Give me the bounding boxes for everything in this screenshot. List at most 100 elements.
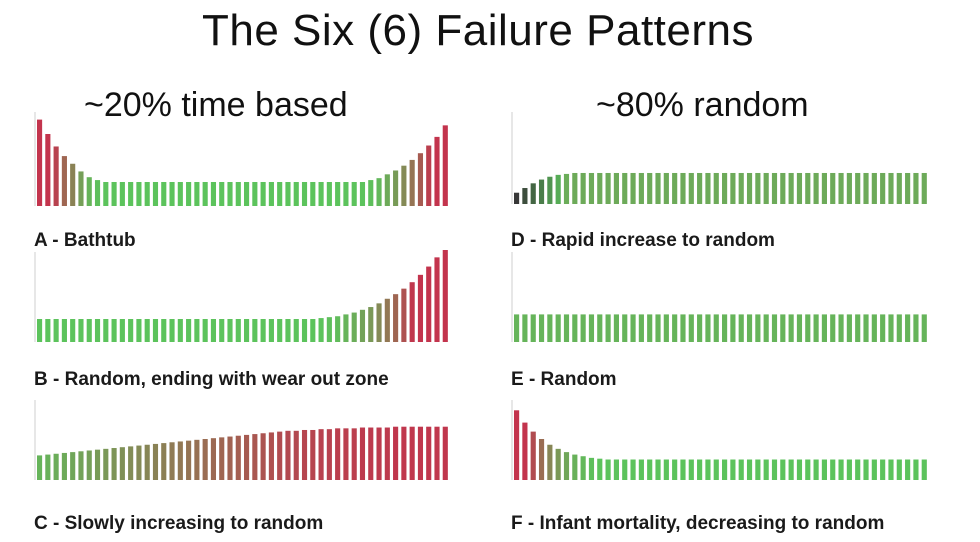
pattern-d-bar xyxy=(722,172,728,204)
pattern-d-bar xyxy=(663,172,669,204)
pattern-f-bar xyxy=(830,459,836,480)
pattern-f-caption: F - Infant mortality, decreasing to rand… xyxy=(511,513,885,534)
pattern-f-bar xyxy=(771,459,778,480)
pattern-c-bar xyxy=(252,434,258,480)
pattern-b-bar xyxy=(285,319,291,342)
pattern-e-bar xyxy=(888,314,894,342)
pattern-e-bar xyxy=(871,314,877,342)
pattern-f-bar xyxy=(921,459,927,480)
pattern-e-bar xyxy=(680,314,686,342)
pattern-b-bar xyxy=(103,319,109,342)
pattern-b-bar xyxy=(219,319,225,342)
pattern-f-bar xyxy=(580,456,586,480)
pattern-d-bar xyxy=(514,192,520,204)
pattern-b-bar xyxy=(301,319,308,342)
pattern-a-bar xyxy=(277,182,283,206)
pattern-c-bar xyxy=(161,443,167,480)
pattern-f-bar xyxy=(530,431,536,480)
pattern-b-bar xyxy=(128,319,134,342)
pattern-f-bar xyxy=(805,459,811,480)
pattern-f-bar xyxy=(555,448,561,480)
pattern-a-bar xyxy=(310,182,316,206)
pattern-a-bar xyxy=(335,182,341,206)
pattern-d-bar xyxy=(555,174,561,204)
pattern-d-bar xyxy=(746,172,753,204)
pattern-b-bar xyxy=(53,319,59,342)
pattern-d-bar xyxy=(788,172,794,204)
pattern-b-bar xyxy=(177,319,183,342)
pattern-a-chart xyxy=(34,112,448,206)
pattern-e-bar xyxy=(805,314,811,342)
pattern-c-bar xyxy=(128,446,134,480)
pattern-b-bar xyxy=(119,319,125,342)
pattern-f-bar xyxy=(613,459,619,480)
pattern-c-bar xyxy=(326,429,332,480)
pattern-a-bar xyxy=(401,165,407,206)
pattern-f-bar xyxy=(913,459,919,480)
pattern-e-bar xyxy=(638,314,644,342)
pattern-d-bar xyxy=(605,172,611,204)
pattern-a-bar xyxy=(136,182,142,206)
pattern-b-bar xyxy=(194,319,200,342)
pattern-a-bar xyxy=(186,182,192,206)
pattern-c-bar xyxy=(244,434,250,480)
pattern-b-bar xyxy=(70,319,76,342)
pattern-d-bar xyxy=(680,172,686,204)
pattern-c-bar xyxy=(111,448,117,480)
pattern-a-bar xyxy=(384,174,390,206)
pattern-d-bar xyxy=(613,172,619,204)
pattern-e-bar xyxy=(755,314,761,342)
diagram-title: The Six (6) Failure Patterns xyxy=(202,6,754,55)
pattern-e-bar xyxy=(613,314,619,342)
pattern-f-bar xyxy=(780,459,786,480)
pattern-b-bar xyxy=(368,307,374,342)
pattern-d-bar xyxy=(563,173,570,204)
pattern-d-bar xyxy=(830,172,836,204)
pattern-c-bar xyxy=(351,428,357,480)
pattern-c-bar xyxy=(417,426,424,480)
pattern-c-bar xyxy=(202,439,208,480)
pattern-c-bar xyxy=(177,441,183,480)
pattern-b-bar xyxy=(202,319,208,342)
time-based-heading: ~20% time based xyxy=(84,86,348,124)
pattern-d-bar xyxy=(580,172,586,204)
pattern-a-caption: A - Bathtub xyxy=(34,230,136,251)
pattern-c-bar xyxy=(169,442,175,480)
pattern-b-bar xyxy=(310,319,316,342)
pattern-d-bar xyxy=(763,172,769,204)
pattern-a-bar xyxy=(70,163,76,206)
pattern-e-bar xyxy=(672,314,678,342)
pattern-d-bar xyxy=(572,172,578,204)
pattern-f-bar xyxy=(547,444,553,480)
pattern-f-bar xyxy=(855,459,861,480)
pattern-f-bar xyxy=(871,459,877,480)
pattern-b-bar xyxy=(78,319,84,342)
pattern-c-bar xyxy=(78,451,84,480)
pattern-f-bar xyxy=(722,459,728,480)
pattern-e-bar xyxy=(605,314,611,342)
pattern-c-bar xyxy=(293,430,299,480)
pattern-b-bar xyxy=(343,314,349,342)
pattern-e-bar xyxy=(880,314,886,342)
pattern-f-bar xyxy=(630,459,636,480)
pattern-a-bar xyxy=(161,182,167,206)
pattern-a-bar xyxy=(235,182,241,206)
pattern-f-bar xyxy=(538,439,545,480)
pattern-e-bar xyxy=(846,314,852,342)
pattern-a-bar xyxy=(268,182,274,206)
pattern-c-caption: C - Slowly increasing to random xyxy=(34,513,324,534)
pattern-b-bar xyxy=(169,319,175,342)
pattern-b-chart xyxy=(34,250,448,342)
pattern-a-bar xyxy=(343,182,349,206)
pattern-e-bar xyxy=(896,314,902,342)
pattern-b-bar xyxy=(318,318,324,342)
pattern-c-bar xyxy=(70,452,76,480)
pattern-b-bar xyxy=(161,319,167,342)
pattern-c-bar xyxy=(260,433,266,480)
pattern-b-bar xyxy=(227,319,233,342)
pattern-d-bar xyxy=(647,172,653,204)
pattern-c-bar xyxy=(219,437,225,480)
pattern-f-bar xyxy=(905,459,911,480)
pattern-a-bar xyxy=(202,182,208,206)
pattern-f-bar xyxy=(655,459,661,480)
